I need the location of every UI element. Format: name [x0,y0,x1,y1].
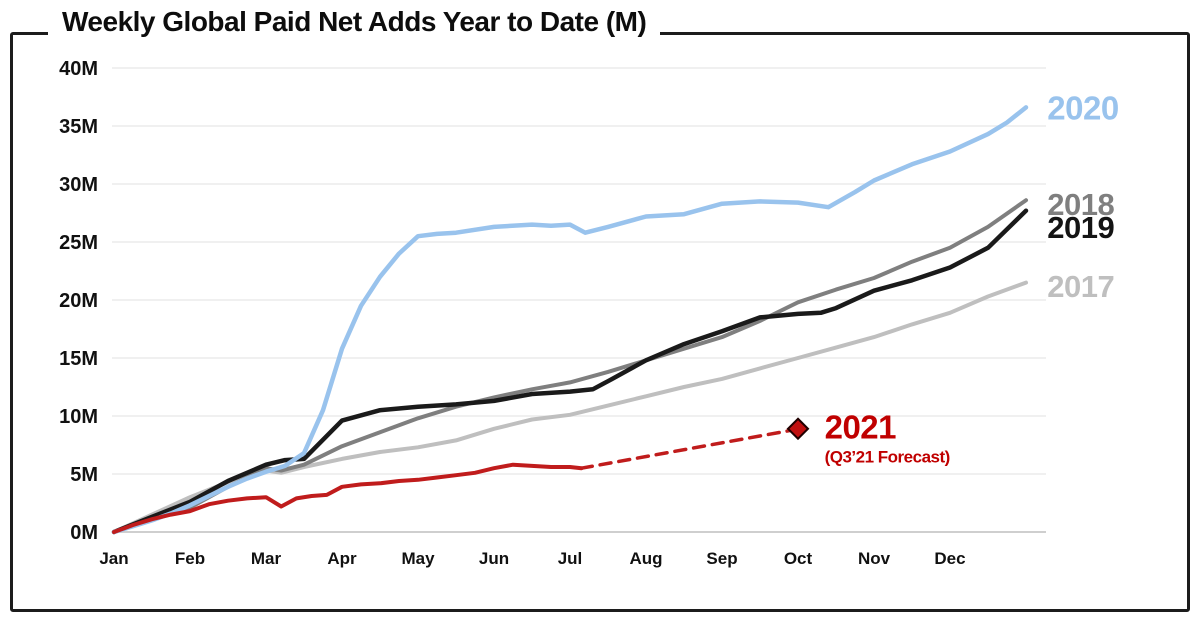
x-tick-label: Dec [934,549,965,568]
y-tick-label: 0M [70,522,98,544]
x-tick-label: Oct [784,549,813,568]
x-tick-label: Sep [706,549,737,568]
x-tick-label: May [401,549,435,568]
x-tick-label: Jun [479,549,509,568]
y-tick-label: 10M [59,406,98,428]
x-tick-label: Jan [99,549,128,568]
series-line-2020 [111,105,1029,535]
series-label-2021: 2021 [825,408,897,445]
x-tick-label: Jul [558,549,583,568]
x-tick-label: Aug [629,549,662,568]
series-line-2019 [111,208,1029,535]
q3-21-forecast-point-diamond-icon [786,417,810,441]
x-tick-label: Mar [251,549,282,568]
y-tick-label: 30M [59,174,98,196]
series-label-2019: 2019 [1047,210,1114,245]
y-tick-label: 40M [59,58,98,80]
chart-title: Weekly Global Paid Net Adds Year to Date… [48,6,661,38]
x-tick-label: Feb [175,549,205,568]
series-label-2018: 2018 [1047,187,1114,222]
series-line-2018 [112,198,1028,534]
chart-canvas: 0M 5M 10M 15M 20M 25M 30M 35M 40M Jan Feb Mar Apr May… [59,58,1119,568]
x-tick-label: Nov [858,549,891,568]
y-tick-label: 15M [59,348,98,370]
series-line-2017 [112,280,1028,534]
y-tick-label: 35M [59,116,98,138]
series-label-2020: 2020 [1047,89,1118,126]
series-label-2017: 2017 [1047,269,1114,304]
y-tick-label: 5M [70,464,98,486]
y-tick-label: 20M [59,290,98,312]
series-line-2021-forecast [579,428,794,470]
y-tick-label: 25M [59,232,98,254]
series-line-2021 [112,462,584,534]
series-label-2021-forecast-note: (Q3’21 Forecast) [825,448,950,467]
x-tick-label: Apr [327,549,357,568]
